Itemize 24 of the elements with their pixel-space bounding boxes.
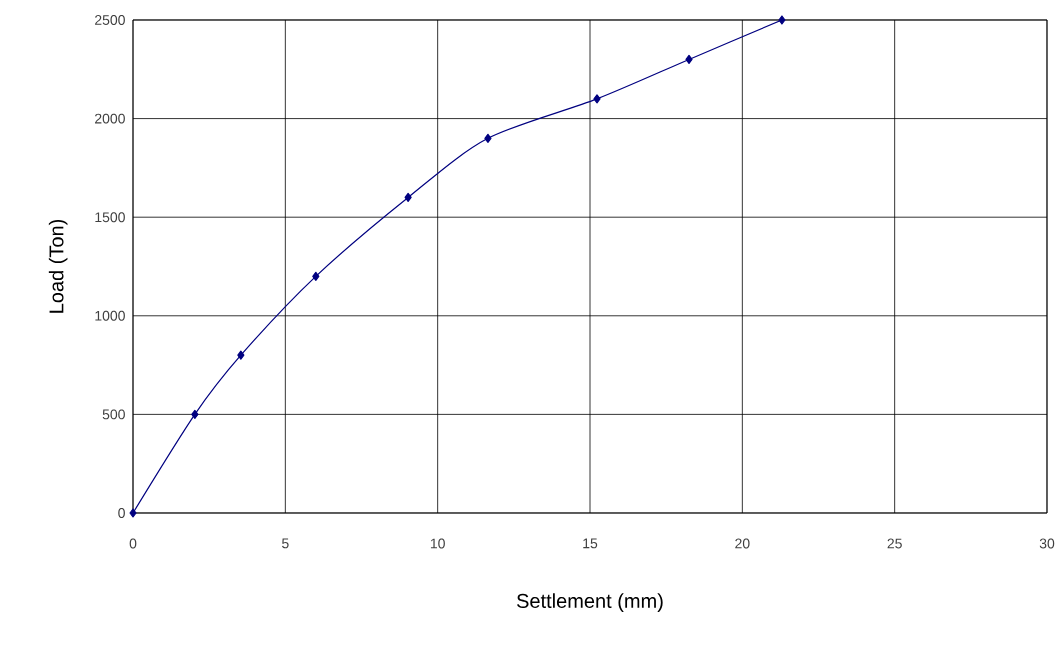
point [191, 409, 199, 419]
point [778, 15, 786, 25]
point [404, 192, 412, 203]
x-tick-label: 10 [430, 538, 445, 549]
y-tick-label: 500 [102, 409, 125, 420]
x-tick-label: 30 [1039, 538, 1055, 549]
point [237, 350, 245, 360]
point [593, 94, 601, 104]
x-axis-title: Settlement (mm) [517, 593, 663, 612]
point [685, 54, 693, 65]
y-tick-label: 2500 [95, 15, 125, 25]
x-tick-label: 25 [887, 538, 902, 549]
y-tick-label: 0 [118, 508, 125, 518]
point [312, 271, 320, 281]
x-tick-label: 0 [129, 538, 137, 549]
y-tick-label: 2000 [95, 113, 125, 124]
x-tick-label: 5 [282, 538, 289, 549]
x-tick-label: 15 [583, 538, 598, 549]
x-tick-label: 20 [735, 538, 750, 549]
y-axis-title: Load (Ton) [48, 219, 68, 313]
point [484, 133, 492, 143]
y-tick-label: 1500 [95, 212, 125, 223]
y-tick-label: 1000 [95, 310, 125, 321]
point [129, 508, 137, 518]
